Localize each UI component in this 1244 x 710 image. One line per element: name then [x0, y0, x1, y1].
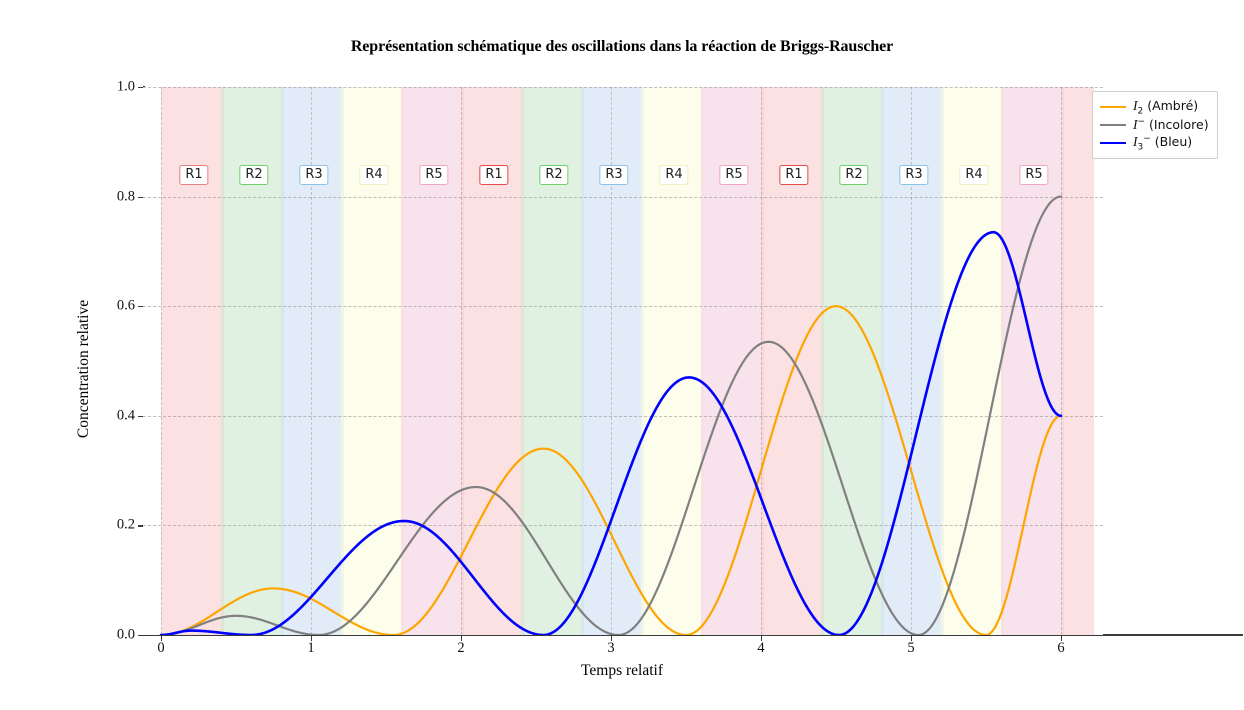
plot-area: R1 R2 R3 R4 R5 R1 R2 R3 R4 R5 R1 R2 R3 R4 R5: [143, 87, 1103, 635]
x-tick-label: 3: [607, 640, 615, 656]
x-axis-label: Temps relatif: [581, 662, 663, 679]
y-tick-mark: [138, 415, 143, 417]
x-tick-mark: [761, 636, 763, 641]
gridline-horizontal: [143, 306, 1103, 308]
page-title: Représentation schématique des oscillati…: [350, 38, 894, 55]
x-tick-label: 6: [1057, 640, 1065, 656]
phase-tag-r5-9: R5: [719, 164, 749, 185]
plot-background: R1 R2 R3 R4 R5 R1 R2 R3 R4 R5 R1 R2 R3 R4 R5: [143, 87, 1103, 635]
x-tick-label: 2: [457, 640, 465, 656]
gridline-vertical: [611, 87, 612, 635]
y-tick-label: 0.4: [116, 407, 135, 424]
phase-tag-r5-14: R5: [1019, 164, 1049, 185]
phase-band: [1061, 87, 1094, 635]
phase-tag-r4-3: R4: [359, 164, 389, 185]
x-tick-label: 5: [907, 640, 915, 656]
legend-color-swatch: [1100, 106, 1126, 108]
x-tick-mark: [161, 636, 163, 641]
phase-tag-r1-10: R1: [779, 164, 809, 185]
series-line-2: [159, 230, 1063, 635]
phase-tag-r5-4: R5: [419, 164, 449, 185]
legend-color-swatch: [1100, 124, 1126, 126]
legend-label: I3− (Bleu): [1133, 133, 1193, 153]
x-tick-label: 0: [157, 640, 165, 656]
y-tick-label: 0.0: [116, 626, 135, 643]
x-tick-label: 1: [307, 640, 315, 656]
gridline-vertical: [311, 87, 312, 635]
phase-tag-r4-13: R4: [959, 164, 989, 185]
y-tick-mark: [138, 306, 143, 308]
legend-item-0[interactable]: I2 (Ambré): [1100, 98, 1209, 116]
y-axis-label: Concentration relative: [75, 299, 92, 439]
gridline-vertical: [911, 87, 912, 635]
x-tick-mark: [611, 636, 613, 641]
x-tick-mark: [911, 636, 913, 641]
legend-label: I− (Incolore): [1133, 116, 1209, 133]
y-tick-mark: [138, 196, 143, 198]
x-tick-label: 4: [757, 640, 765, 656]
phase-tag-r4-8: R4: [659, 164, 689, 185]
y-tick-mark: [138, 635, 143, 637]
legend-item-2[interactable]: I3− (Bleu): [1100, 134, 1209, 152]
gridline-horizontal: [143, 525, 1103, 527]
legend-item-1[interactable]: I− (Incolore): [1100, 116, 1209, 134]
gridline-horizontal: [143, 415, 1103, 417]
phase-tag-r1-0: R1: [179, 164, 209, 185]
gridline-vertical: [761, 87, 762, 635]
y-axis-label-wrap: Concentration relative: [44, 60, 92, 620]
phase-tag-r2-6: R2: [539, 164, 569, 185]
gridline-vertical: [161, 87, 162, 635]
x-tick-mark: [311, 636, 313, 641]
gridline-vertical: [461, 87, 462, 635]
phase-tag-r3-2: R3: [299, 164, 329, 185]
series-line-1: [159, 195, 1063, 635]
phase-tag-r3-7: R3: [599, 164, 629, 185]
x-tick-mark: [1061, 636, 1063, 641]
gridline-horizontal: [143, 87, 1103, 88]
phase-tag-r3-12: R3: [899, 164, 929, 185]
gridline-vertical: [1061, 87, 1062, 635]
y-tick-label: 0.8: [116, 188, 135, 205]
y-tick-label: 0.2: [116, 516, 135, 533]
y-tick-mark: [138, 87, 143, 89]
y-tick-label: 1.0: [116, 78, 135, 95]
phase-tag-r1-5: R1: [479, 164, 509, 185]
phase-tag-r2-11: R2: [839, 164, 869, 185]
curve-layer: [159, 195, 1063, 635]
y-tick-label: 0.6: [116, 297, 135, 314]
y-tick-mark: [138, 525, 143, 527]
legend-color-swatch: [1100, 142, 1126, 144]
series-line-0: [159, 305, 1063, 635]
legend: I2 (Ambré) I− (Incolore) I3− (Bleu): [1092, 91, 1218, 159]
gridline-horizontal: [143, 196, 1103, 198]
phase-tag-r2-1: R2: [239, 164, 269, 185]
x-tick-mark: [461, 636, 463, 641]
legend-label: I2 (Ambré): [1133, 97, 1199, 117]
